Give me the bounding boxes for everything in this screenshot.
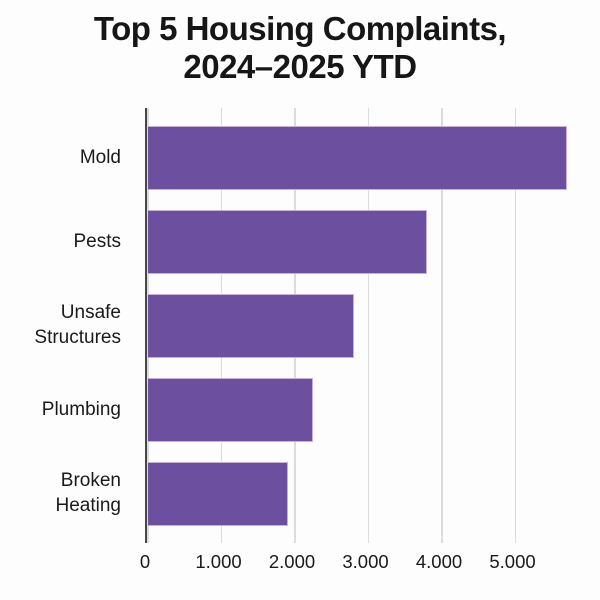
x-tick-label-1.000: 1.000 (195, 551, 242, 572)
x-axis-labels: 0 1.000 2.000 3.000 4.000 5.000 (140, 551, 575, 581)
category-labels: Mold Pests Unsafe Structures Plumbing Broken… (0, 108, 133, 543)
x-tick-label-4.000: 4.000 (415, 551, 463, 572)
category-label-pests: Pests (73, 230, 121, 252)
category-label-unsafe-structures: Unsafe Structures (34, 302, 121, 348)
plot-area (145, 108, 578, 543)
x-tick-label-2.000: 2.000 (268, 551, 316, 572)
gridline-3.000 (367, 108, 370, 543)
bar-unsafe-structures (148, 294, 354, 358)
x-tick-label-5.000: 5.000 (489, 551, 536, 572)
x-tick-label-3.000: 3.000 (342, 551, 389, 572)
gridline-4.000 (441, 108, 443, 543)
category-label-broken-heating: Broken Heating (55, 470, 122, 516)
category-label-plumbing: Plumbing (41, 398, 121, 420)
bar-broken-heating (148, 462, 288, 526)
chart-title: Top 5 Housing Complaints, 2024–2025 YTD (0, 10, 600, 86)
x-tick-label-0: 0 (139, 551, 151, 572)
chart-title-line1: Top 5 Housing Complaints, (93, 10, 507, 47)
gridline-5.000 (514, 108, 517, 543)
chart-title-line2: 2024–2025 YTD (183, 48, 417, 85)
bar-mold (148, 126, 567, 190)
bar-plumbing (148, 378, 314, 442)
bar-pests (148, 210, 428, 274)
category-label-mold: Mold (79, 146, 121, 168)
